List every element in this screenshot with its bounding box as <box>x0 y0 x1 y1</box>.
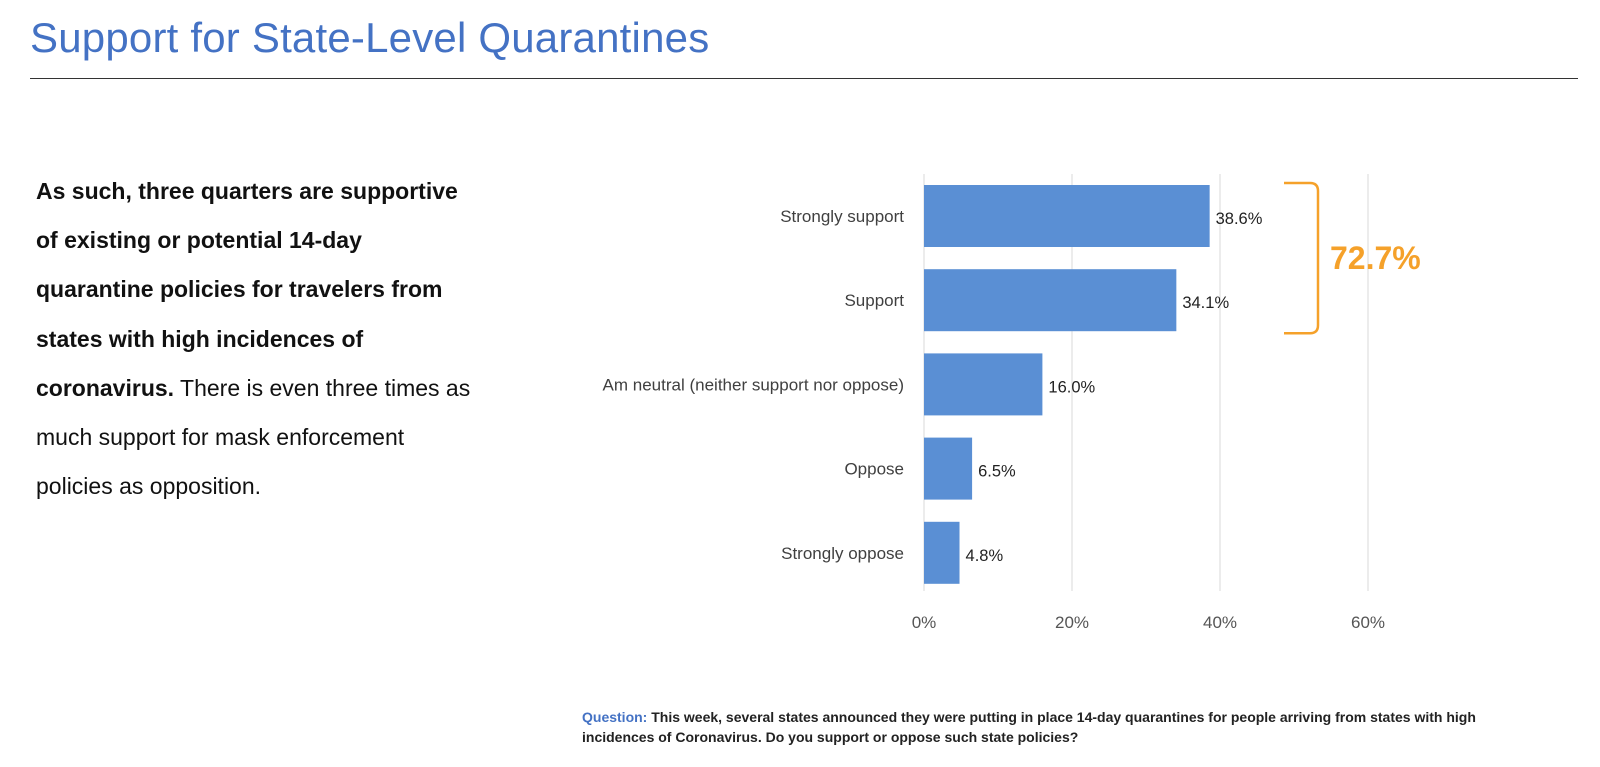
bracket-shape <box>1284 181 1320 335</box>
value-label: 34.1% <box>1182 294 1229 312</box>
value-label: 16.0% <box>1048 378 1095 396</box>
bar <box>924 269 1177 332</box>
summary-text: As such, three quarters are supportive o… <box>36 167 476 511</box>
x-tick-label: 60% <box>1351 613 1385 632</box>
category-label: Strongly oppose <box>781 544 904 563</box>
bars <box>924 185 1210 584</box>
category-label: Am neutral (neither support nor oppose) <box>603 375 904 394</box>
page-title: Support for State-Level Quarantines <box>30 14 710 61</box>
question-footnote: Question: This week, several states anno… <box>582 707 1482 747</box>
value-label: 4.8% <box>966 547 1004 565</box>
bar <box>924 185 1210 247</box>
x-tick-label: 40% <box>1203 613 1237 632</box>
category-label: Support <box>844 291 904 310</box>
category-label: Strongly support <box>780 207 904 226</box>
bar <box>924 521 960 584</box>
summary-plain-text: There is even three times as much suppor… <box>36 374 471 500</box>
x-tick-label: 0% <box>912 613 937 632</box>
labels: 0% 20% 40% 60% Strongly support 38.6% Support 3… <box>603 207 1385 632</box>
value-label: 6.5% <box>978 463 1016 481</box>
title-divider <box>30 78 1578 79</box>
x-tick-label: 20% <box>1055 613 1089 632</box>
callout-percentage: 72.7% <box>1330 240 1421 276</box>
category-label: Oppose <box>844 460 904 479</box>
question-text: This week, several states announced they… <box>582 709 1476 745</box>
bar <box>924 437 973 500</box>
value-label: 38.6% <box>1216 210 1263 228</box>
summary-bold-text: As such, three quarters are supportive o… <box>36 178 458 401</box>
question-label: Question: <box>582 709 648 725</box>
bar <box>924 353 1043 416</box>
callout: 72.7% <box>1284 181 1421 335</box>
